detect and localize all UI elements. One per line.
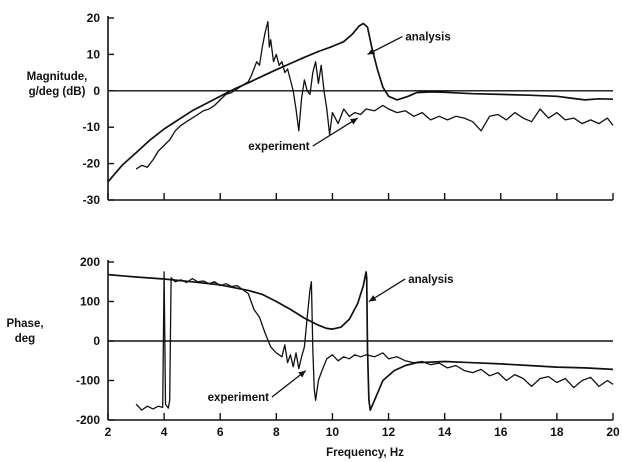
x-tick-label: 4 [161,425,168,439]
y-tick-label: -200 [76,413,100,427]
y-axis-label: deg [15,333,35,345]
magnitude-panel: 20 10 0 -10 -20 -30 Magnitude, g/deg (dB) analys… [27,11,614,207]
annotation-arrow [271,370,307,398]
y-axis-label: Phase, [6,318,43,330]
analysis-series-line [107,271,614,411]
analysis-series-line [107,22,614,183]
x-tick-label: 6 [217,425,224,439]
arrowhead [298,370,306,378]
annotation-analysis: analysis [408,274,453,286]
y-tick-label: 0 [93,84,100,98]
y-tick-label: 20 [87,11,101,25]
y-tick-label: 200 [80,255,100,269]
x-tick-label: 20 [606,425,620,439]
experiment-series-line [135,20,614,170]
arrowhead [367,48,376,55]
experiment-series-line [135,271,614,411]
y-tick-label: -30 [83,193,101,207]
y-axis-label: Magnitude, [27,71,88,83]
y-tick-label: 0 [93,334,100,348]
x-tick-label: 16 [494,425,508,439]
x-tick-label: 18 [550,425,564,439]
y-axis-label: g/deg (dB) [29,86,86,98]
x-tick-label: 14 [438,425,452,439]
annotation-experiment: experiment [248,141,310,153]
x-tick-label: 8 [273,425,280,439]
annotation-experiment: experiment [208,392,270,404]
x-tick-label: 12 [382,425,396,439]
y-tick-label: -100 [76,374,100,388]
arrowhead [350,118,358,125]
y-tick-label: -10 [83,120,101,134]
y-tick-label: 100 [80,295,100,309]
arrowhead [368,295,377,302]
annotation-arrow [368,278,406,303]
annotation-arrow [312,117,359,147]
x-tick-label: 2 [105,425,112,439]
x-axis-label: Frequency, Hz [326,447,404,459]
phase-panel: 200 100 0 -100 -200 2 4 6 8 10 12 14 16 18 20 Phase, deg… [6,255,620,439]
annotation-analysis: analysis [405,32,450,44]
y-tick-label: -20 [83,157,101,171]
y-tick-label: 10 [87,47,101,61]
x-tick-label: 10 [326,425,340,439]
